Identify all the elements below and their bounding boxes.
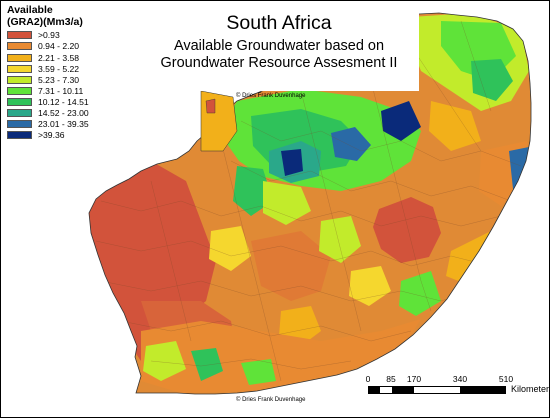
legend-swatch (7, 86, 32, 95)
legend-label: 10.12 - 14.51 (38, 96, 89, 107)
legend-label: 3.59 - 5.22 (38, 63, 80, 74)
scale-tick-label: 0 (365, 374, 371, 384)
legend-label: >39.36 (38, 130, 65, 141)
map-subtitle-line2: Groundwater Resource Assesment II (160, 55, 398, 71)
scale-tick-label: 85 (386, 374, 396, 384)
legend-swatch (7, 53, 32, 62)
legend-label: 7.31 - 10.11 (38, 85, 84, 96)
legend-label: 5.23 - 7.30 (38, 74, 80, 85)
legend-item: 23.01 - 39.35 (7, 119, 157, 130)
map-legend: Available (GRA2)(Mm3/a) >0.93 0.94 - 2.2… (7, 4, 157, 141)
credit-top: © Dries Frank Duvenhage (236, 93, 306, 99)
legend-item: 3.59 - 5.22 (7, 63, 157, 74)
legend-swatch (7, 109, 32, 118)
legend-label: >0.93 (38, 30, 60, 41)
map-title-box: South Africa Available Groundwater based… (139, 9, 419, 91)
legend-swatch (7, 42, 32, 51)
scale-bar-graphic (368, 386, 506, 394)
scale-segment (459, 387, 505, 393)
scale-units: Kilometers (511, 384, 550, 394)
legend-item: 10.12 - 14.51 (7, 97, 157, 108)
legend-swatch (7, 64, 32, 73)
legend-label: 23.01 - 39.35 (38, 119, 89, 130)
legend-label: 0.94 - 2.20 (38, 41, 80, 52)
scale-segment (369, 387, 381, 393)
legend-swatch (7, 31, 32, 40)
legend-swatch (7, 120, 32, 129)
legend-label: 2.21 - 3.58 (38, 52, 80, 63)
legend-item: 2.21 - 3.58 (7, 52, 157, 63)
legend-item: >39.36 (7, 130, 157, 141)
credit-bottom: © Dries Frank Duvenhage (236, 397, 306, 403)
scale-segment (380, 387, 392, 393)
scale-bar: 0 85 170 340 510 Kilometers (363, 371, 549, 411)
legend-item: 7.31 - 10.11 (7, 85, 157, 96)
legend-swatch (7, 97, 32, 106)
scale-segment (414, 387, 460, 393)
map-subtitle-line1: Available Groundwater based on (173, 38, 385, 54)
legend-label: 14.52 - 23.00 (38, 108, 89, 119)
legend-item: >0.93 (7, 30, 157, 41)
scale-segment (391, 387, 415, 393)
legend-swatch (7, 75, 32, 84)
legend-swatch (7, 131, 32, 140)
legend-list: >0.93 0.94 - 2.20 2.21 - 3.58 3.59 - 5.2… (7, 30, 157, 141)
map-title: South Africa (226, 12, 332, 34)
legend-title-line2: (GRA2)(Mm3/a) (7, 16, 83, 28)
scale-tick-label: 340 (452, 374, 468, 384)
legend-item: 0.94 - 2.20 (7, 41, 157, 52)
scale-tick-label: 510 (498, 374, 514, 384)
legend-title-line1: Available (7, 4, 53, 16)
legend-item: 5.23 - 7.30 (7, 74, 157, 85)
legend-item: 14.52 - 23.00 (7, 108, 157, 119)
scale-tick-label: 170 (406, 374, 422, 384)
scale-tick-labels: 0 85 170 340 510 (363, 374, 545, 386)
